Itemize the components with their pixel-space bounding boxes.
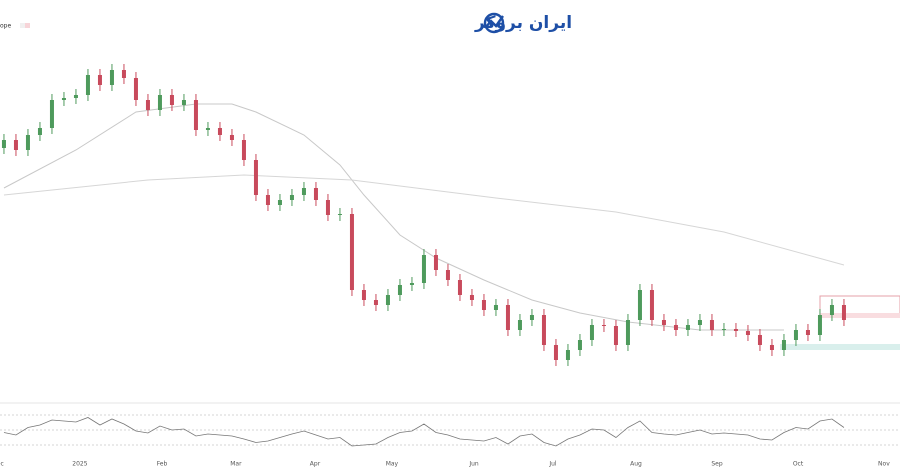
x-tick-label: Jun bbox=[468, 461, 479, 468]
candle-body bbox=[301, 188, 306, 195]
resistance-zone bbox=[820, 313, 900, 318]
candle-body bbox=[781, 340, 786, 350]
candle-body bbox=[289, 195, 294, 200]
candle-body bbox=[733, 329, 738, 331]
candle-body bbox=[325, 200, 330, 215]
candle-body bbox=[793, 330, 798, 340]
candle-body bbox=[229, 135, 234, 140]
candle-body bbox=[469, 295, 474, 300]
candle-body bbox=[373, 300, 378, 305]
candle-body bbox=[685, 325, 690, 330]
candle-body bbox=[409, 283, 414, 285]
candle-body bbox=[433, 255, 438, 270]
candle-body bbox=[277, 200, 282, 205]
candle-body bbox=[529, 315, 534, 320]
candle-body bbox=[49, 100, 54, 128]
support-zone bbox=[780, 344, 900, 350]
candle-body bbox=[133, 78, 138, 100]
candle-body bbox=[61, 98, 66, 100]
candle-body bbox=[457, 280, 462, 295]
x-tick-label: Oct bbox=[793, 461, 804, 468]
x-tick-label: Nov bbox=[878, 461, 890, 468]
candle-body bbox=[37, 128, 42, 135]
x-tick-label: May bbox=[386, 461, 399, 468]
candle-body bbox=[397, 285, 402, 295]
moving-average bbox=[3, 174, 845, 266]
candle-body bbox=[97, 75, 102, 85]
candle-body bbox=[673, 325, 678, 330]
candle-body bbox=[517, 320, 522, 330]
candle-body bbox=[121, 70, 126, 78]
candle-body bbox=[265, 195, 270, 205]
candle-body bbox=[13, 140, 18, 150]
candle-body bbox=[757, 335, 762, 345]
candle-body bbox=[613, 326, 618, 345]
candle-body bbox=[589, 325, 594, 340]
candle-body bbox=[73, 95, 78, 98]
legend-text: ope bbox=[0, 23, 11, 30]
candle-body bbox=[769, 345, 774, 350]
x-tick-label: Apr bbox=[310, 461, 321, 468]
candle-body bbox=[661, 320, 666, 325]
logo-text: ایران بروکر bbox=[474, 13, 572, 33]
candle-body bbox=[85, 75, 90, 95]
candle-body bbox=[241, 140, 246, 160]
candle-body bbox=[361, 290, 366, 300]
candle-body bbox=[493, 305, 498, 310]
candle-body bbox=[745, 331, 750, 335]
x-tick-label: Jul bbox=[548, 461, 557, 468]
candle-body bbox=[577, 340, 582, 350]
x-tick-label: Dec bbox=[0, 461, 4, 468]
candle-body bbox=[349, 214, 354, 290]
candle-body bbox=[25, 135, 30, 150]
legend-icon bbox=[25, 23, 30, 28]
candle-body bbox=[697, 320, 702, 325]
candle-body bbox=[205, 128, 210, 130]
candle-body bbox=[193, 100, 198, 130]
x-tick-label: Feb bbox=[157, 461, 168, 468]
candle-body bbox=[169, 95, 174, 105]
candle-body bbox=[709, 320, 714, 330]
candle-body bbox=[253, 160, 258, 195]
candle-body bbox=[601, 325, 606, 326]
candle-body bbox=[481, 300, 486, 310]
candle-body bbox=[553, 345, 558, 360]
logo-icon bbox=[485, 15, 504, 28]
moving-average bbox=[3, 103, 784, 331]
candle-body bbox=[445, 270, 450, 280]
logo: ایران بروکر bbox=[474, 12, 572, 34]
candle-body bbox=[721, 329, 726, 330]
candle-body bbox=[181, 100, 186, 105]
candle-body bbox=[313, 188, 318, 200]
candle-body bbox=[829, 305, 834, 315]
candle-body bbox=[649, 290, 654, 320]
candle-body bbox=[625, 320, 630, 345]
x-tick-label: Aug bbox=[630, 461, 642, 468]
candle-body bbox=[1, 140, 6, 148]
candle-body bbox=[841, 305, 846, 320]
x-tick-label: 2025 bbox=[72, 461, 87, 468]
legend-icon bbox=[20, 23, 25, 28]
candle-body bbox=[565, 350, 570, 360]
x-tick-label: Mar bbox=[230, 461, 242, 468]
candle-body bbox=[157, 95, 162, 110]
logo-icon bbox=[483, 12, 505, 34]
candle-body bbox=[505, 305, 510, 330]
candle-body bbox=[637, 290, 642, 320]
oscillator-line bbox=[3, 417, 845, 447]
candle-body bbox=[541, 315, 546, 345]
candle-body bbox=[421, 255, 426, 283]
candle-body bbox=[337, 214, 342, 215]
candle-body bbox=[145, 100, 150, 110]
candle-body bbox=[805, 330, 810, 335]
candle-body bbox=[109, 70, 114, 85]
candle-body bbox=[817, 315, 822, 335]
candle-body bbox=[385, 295, 390, 305]
candle-body bbox=[217, 128, 222, 135]
x-tick-label: Sep bbox=[711, 461, 723, 468]
